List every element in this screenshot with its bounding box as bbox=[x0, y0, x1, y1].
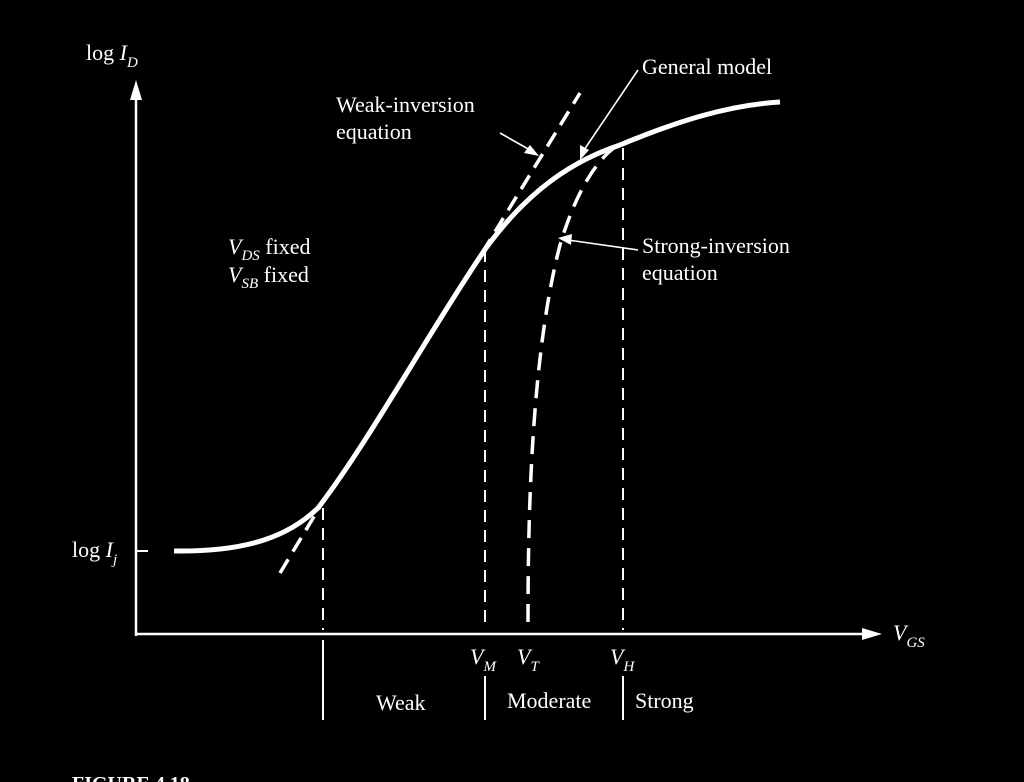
y-axis-label: log ID bbox=[86, 40, 138, 71]
tick-vm: VM bbox=[470, 644, 497, 675]
tick-vt-var: V bbox=[517, 644, 533, 669]
y-tick-label-sub: j bbox=[111, 552, 117, 568]
condition-vds-var: V bbox=[228, 234, 244, 259]
weak-inversion-label-line1: Weak-inversion bbox=[336, 92, 475, 117]
y-axis-label-log: log bbox=[86, 40, 120, 65]
region-strong: Strong bbox=[635, 688, 694, 713]
y-axis-label-var: I bbox=[119, 40, 129, 65]
region-weak: Weak bbox=[376, 690, 426, 715]
general-model-curve bbox=[173, 99, 781, 554]
tick-vt-sub: T bbox=[530, 659, 540, 675]
general-model-pointer-head bbox=[580, 145, 589, 160]
tick-vh-var: V bbox=[610, 644, 626, 669]
y-axis-arrowhead bbox=[130, 80, 142, 100]
y-tick-label-var: I bbox=[105, 537, 115, 562]
strong-inversion-pointer bbox=[558, 234, 639, 251]
y-tick-label-log: log bbox=[72, 537, 106, 562]
condition-vds-text: fixed bbox=[260, 234, 311, 259]
general-model-label: General model bbox=[642, 54, 772, 79]
y-tick-label: log Ij bbox=[72, 537, 117, 568]
region-separators bbox=[322, 640, 624, 720]
condition-vsb-sub: SB bbox=[241, 276, 258, 292]
x-axis-arrowhead bbox=[862, 628, 882, 640]
condition-vsb-var: V bbox=[228, 262, 244, 287]
region-moderate: Moderate bbox=[507, 688, 591, 713]
condition-vsb-text: fixed bbox=[258, 262, 309, 287]
strong-inversion-curve bbox=[526, 143, 619, 623]
strong-inversion-label-line2: equation bbox=[642, 260, 718, 285]
tick-vh-sub: H bbox=[622, 659, 635, 675]
condition-vds-sub: DS bbox=[240, 248, 260, 264]
tick-vm-sub: M bbox=[482, 659, 497, 675]
strong-inversion-pointer-line bbox=[567, 239, 639, 251]
x-axis-label-var: V bbox=[893, 620, 909, 645]
x-axis-label: VGS bbox=[893, 620, 925, 651]
tick-vm-var: V bbox=[470, 644, 486, 669]
weak-inversion-pointer-line bbox=[499, 132, 531, 151]
condition-vsb: VSB fixed bbox=[228, 262, 309, 292]
tick-vh: VH bbox=[610, 644, 635, 675]
tick-vt: VT bbox=[517, 644, 540, 675]
weak-inversion-label-line2: equation bbox=[336, 119, 412, 144]
general-model-pointer-line bbox=[583, 69, 639, 151]
strong-inversion-pointer-head bbox=[558, 234, 572, 245]
weak-inversion-pointer-head bbox=[524, 145, 539, 156]
strong-inversion-label-line1: Strong-inversion bbox=[642, 233, 790, 258]
general-model-pointer bbox=[580, 69, 639, 160]
condition-vds: VDS fixed bbox=[228, 234, 311, 264]
axes bbox=[130, 80, 882, 640]
figure-caption: FIGURE 4.18 bbox=[72, 773, 190, 782]
x-axis-label-sub: GS bbox=[906, 635, 925, 651]
drop-lines bbox=[322, 148, 624, 630]
y-axis-label-sub: D bbox=[126, 55, 138, 71]
weak-inversion-pointer bbox=[499, 132, 539, 156]
